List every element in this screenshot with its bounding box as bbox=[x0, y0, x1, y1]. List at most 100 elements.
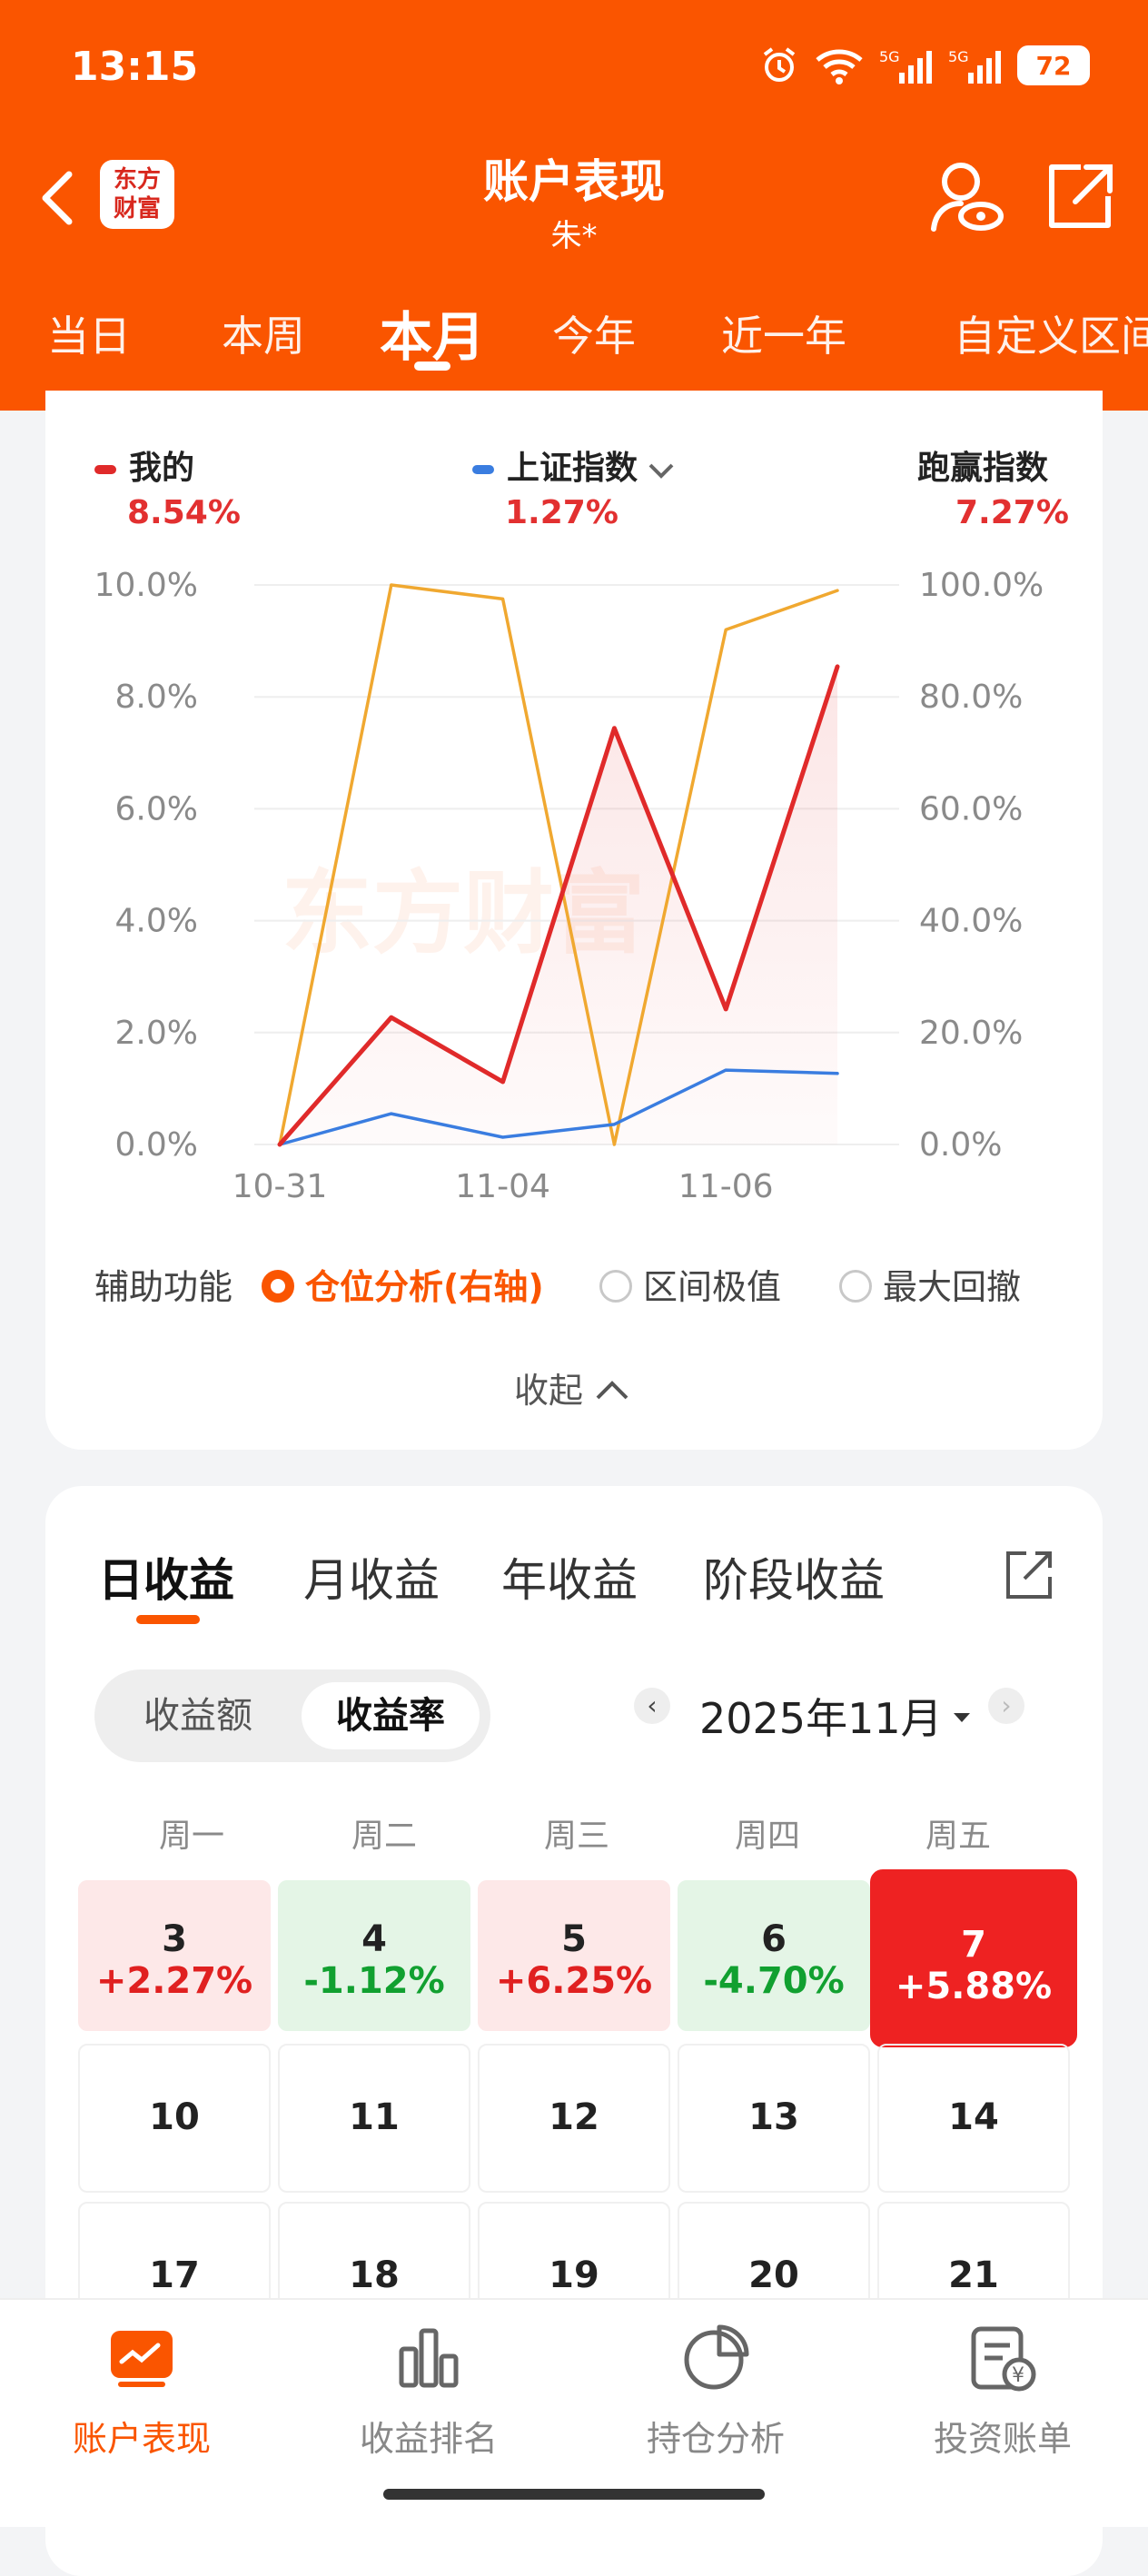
weekday-label: 周三 bbox=[543, 1818, 609, 1855]
calendar-day-rate: +5.88% bbox=[895, 1966, 1053, 2007]
active-tab-indicator bbox=[414, 362, 450, 371]
calendar-day-number: 10 bbox=[149, 2096, 200, 2138]
y-left-tick-label: 6.0% bbox=[115, 790, 198, 827]
calendar-day-number: 19 bbox=[549, 2254, 599, 2296]
tab-this-year[interactable]: 今年 bbox=[552, 312, 636, 361]
tab-this-month[interactable]: 本月 bbox=[380, 306, 486, 368]
battery-indicator: 72 bbox=[1017, 45, 1090, 85]
calendar-day-cell[interactable]: 12 bbox=[478, 2044, 670, 2193]
tab-last-year[interactable]: 近一年 bbox=[721, 312, 846, 361]
calendar-day-cell[interactable]: 10 bbox=[78, 2044, 271, 2193]
calendar-day-cell[interactable]: 14 bbox=[877, 2044, 1070, 2193]
legend-index-selector[interactable]: 上证指数 bbox=[472, 441, 678, 489]
weekday-label: 周一 bbox=[158, 1818, 224, 1855]
nav-investment-bill[interactable]: ¥ 投资账单 bbox=[894, 2322, 1112, 2461]
page-title: 账户表现 bbox=[483, 155, 665, 208]
performance-line-chart: 东方财富 0.0% 0.0%2.0% 20.0%4.0% 40.0%6.0% 60.0%… bbox=[94, 567, 1044, 1205]
wifi-icon bbox=[816, 49, 863, 84]
calendar-day-number: 21 bbox=[948, 2254, 999, 2296]
tab-yearly-profit[interactable]: 年收益 bbox=[501, 1554, 638, 1607]
legend-mine[interactable]: 我的 bbox=[94, 441, 194, 489]
y-right-tick-label: 20.0% bbox=[919, 1015, 1023, 1052]
tab-stage-profit[interactable]: 阶段收益 bbox=[703, 1554, 885, 1607]
profit-mode-toggle: 收益额 收益率 bbox=[94, 1669, 490, 1762]
svg-text:¥: ¥ bbox=[1012, 2364, 1024, 2387]
bill-icon: ¥ bbox=[971, 2326, 1036, 2392]
tab-monthly-profit[interactable]: 月收益 bbox=[303, 1554, 440, 1607]
legend-index-swatch bbox=[472, 465, 494, 474]
calendar-day-cell[interactable]: 6 -4.70% bbox=[678, 1880, 870, 2031]
tab-this-week[interactable]: 本周 bbox=[222, 312, 305, 361]
legend-outperform: 跑赢指数 bbox=[917, 450, 1049, 487]
calendar-day-rate: +6.25% bbox=[495, 1960, 653, 2002]
toggle-profit-rate[interactable]: 收益率 bbox=[302, 1682, 480, 1749]
nav-profit-ranking[interactable]: 收益排名 bbox=[320, 2322, 538, 2461]
calendar-day-rate: -4.70% bbox=[703, 1960, 845, 2002]
period-tabs: 当日 本周 本月 今年 近一年 自定义区间 bbox=[0, 291, 1148, 391]
legend-mine-swatch bbox=[94, 465, 116, 474]
share-export-icon[interactable] bbox=[1039, 156, 1121, 238]
calendar-day-number: 12 bbox=[549, 2096, 599, 2138]
y-right-tick-label: 80.0% bbox=[919, 679, 1023, 716]
calendar-day-cell[interactable]: 11 bbox=[278, 2044, 470, 2193]
series-line-1 bbox=[278, 1068, 839, 1146]
calendar-day-number: 17 bbox=[149, 2254, 200, 2296]
y-left-tick-label: 10.0% bbox=[94, 567, 198, 604]
y-right-tick-label: 60.0% bbox=[919, 790, 1023, 827]
bottom-navigation: 账户表现 收益排名 持仓分析 ¥ 投资账单 bbox=[0, 2298, 1148, 2527]
pie-chart-icon bbox=[684, 2324, 749, 2390]
calendar-day-number: 18 bbox=[349, 2254, 400, 2296]
calendar-day-cell[interactable]: 18 bbox=[278, 2202, 470, 2351]
x-tick-label: 10-31 bbox=[233, 1168, 328, 1205]
svg-text:5G: 5G bbox=[879, 48, 900, 65]
assist-option-position-analysis[interactable]: 仓位分析(右轴) bbox=[262, 1259, 544, 1309]
radio-icon bbox=[839, 1269, 872, 1303]
eastmoney-logo: 东方 财富 bbox=[100, 160, 174, 229]
calendar-day-number: 7 bbox=[961, 1924, 986, 1966]
tab-custom-range[interactable]: 自定义区间 bbox=[954, 312, 1148, 361]
trend-chart-icon bbox=[111, 2331, 173, 2387]
calendar-day-cell[interactable]: 3 +2.27% bbox=[78, 1880, 271, 2031]
share-icon[interactable] bbox=[999, 1546, 1057, 1604]
collapse-button[interactable]: 收起 bbox=[514, 1362, 632, 1412]
nav-account-performance[interactable]: 账户表现 bbox=[33, 2322, 251, 2461]
calendar-day-number: 13 bbox=[748, 2096, 799, 2138]
calendar-day-cell[interactable]: 4 -1.12% bbox=[278, 1880, 470, 2031]
calendar-day-number: 5 bbox=[561, 1918, 587, 1960]
alarm-icon bbox=[763, 47, 796, 82]
toggle-profit-amount[interactable]: 收益额 bbox=[144, 1695, 252, 1737]
y-left-tick-label: 0.0% bbox=[115, 1126, 198, 1164]
chevron-up-icon bbox=[596, 1380, 628, 1399]
assist-option-range-extremes[interactable]: 区间极值 bbox=[599, 1259, 781, 1309]
radio-selected-icon bbox=[262, 1269, 294, 1303]
x-tick-label: 11-04 bbox=[455, 1168, 550, 1205]
calendar-day-cell[interactable]: 13 bbox=[678, 2044, 870, 2193]
y-left-tick-label: 2.0% bbox=[115, 1015, 198, 1052]
prev-month-button[interactable]: ‹ bbox=[634, 1688, 670, 1724]
calendar-day-cell[interactable]: 7 +5.88% bbox=[870, 1869, 1077, 2047]
privacy-eye-icon[interactable] bbox=[926, 156, 1008, 238]
profit-tab-indicator bbox=[136, 1615, 200, 1624]
month-selector[interactable]: 2025年11月 bbox=[699, 1686, 975, 1746]
radio-icon bbox=[599, 1269, 632, 1303]
legend-index-value: 1.27% bbox=[505, 494, 619, 531]
status-time: 13:15 bbox=[71, 44, 199, 90]
legend-mine-value: 8.54% bbox=[127, 494, 241, 531]
next-month-button[interactable]: › bbox=[988, 1688, 1024, 1724]
calendar-day-number: 3 bbox=[162, 1918, 187, 1960]
calendar-day-number: 11 bbox=[349, 2096, 400, 2138]
y-right-tick-label: 0.0% bbox=[919, 1126, 1002, 1164]
calendar-day-cell[interactable]: 5 +6.25% bbox=[478, 1880, 670, 2031]
assist-option-max-drawdown[interactable]: 最大回撤 bbox=[839, 1259, 1021, 1309]
calendar-day-number: 6 bbox=[761, 1918, 787, 1960]
tab-daily-profit[interactable]: 日收益 bbox=[98, 1554, 234, 1607]
nav-holdings-analysis[interactable]: 持仓分析 bbox=[607, 2322, 825, 2461]
weekday-label: 周五 bbox=[925, 1818, 991, 1855]
caret-down-icon bbox=[953, 1712, 970, 1722]
calendar-day-cell[interactable]: 20 bbox=[678, 2202, 870, 2351]
legend-outperform-value: 7.27% bbox=[955, 494, 1069, 531]
back-arrow-icon[interactable] bbox=[31, 162, 85, 234]
x-tick-label: 11-06 bbox=[678, 1168, 774, 1205]
status-icons: 5G 5G 72 bbox=[759, 40, 1090, 91]
tab-today[interactable]: 当日 bbox=[47, 312, 131, 361]
